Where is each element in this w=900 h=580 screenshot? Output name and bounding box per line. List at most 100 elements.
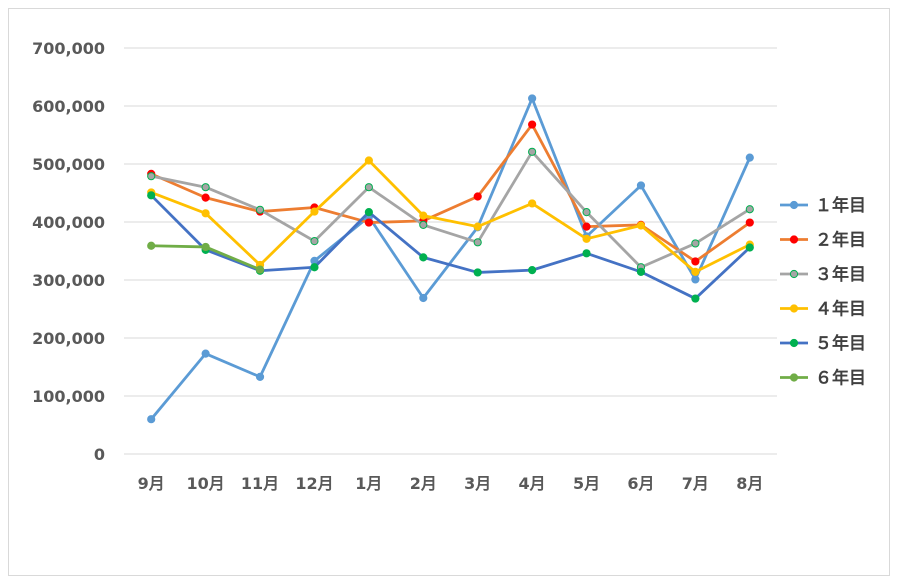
legend-label: ６年目 xyxy=(815,368,866,389)
data-point xyxy=(419,253,428,262)
data-point xyxy=(147,241,156,250)
series-line xyxy=(150,97,752,421)
x-tick-label: 11月 xyxy=(241,474,279,493)
data-point xyxy=(528,199,537,208)
data-point xyxy=(419,220,428,229)
legend-item: ３年目 xyxy=(780,264,866,285)
data-point xyxy=(473,238,482,247)
legend: １年目 ２年目 ３年目 ４年目 ５年目 ６年目 xyxy=(780,195,866,389)
legend-marker xyxy=(789,304,799,313)
data-point xyxy=(201,183,210,192)
data-point xyxy=(691,294,700,303)
y-tick-label: 300,000 xyxy=(32,271,105,290)
data-point xyxy=(147,172,156,181)
x-tick-label: 7月 xyxy=(682,474,709,493)
data-point xyxy=(582,208,591,217)
data-point xyxy=(473,192,482,201)
data-point xyxy=(582,234,591,243)
x-tick-label: 8月 xyxy=(736,474,763,493)
data-point xyxy=(636,221,646,230)
legend-label: ５年目 xyxy=(815,333,866,354)
legend-marker xyxy=(789,235,799,244)
data-point xyxy=(528,120,537,129)
data-point xyxy=(419,211,428,220)
legend-marker xyxy=(789,200,799,210)
data-point xyxy=(473,222,482,231)
data-point xyxy=(582,222,591,231)
x-tick-label: 10月 xyxy=(186,474,224,493)
data-point xyxy=(255,372,265,381)
legend-marker xyxy=(789,338,799,348)
data-point xyxy=(255,205,265,214)
data-point xyxy=(745,218,754,227)
legend-item: ６年目 xyxy=(780,368,866,389)
y-tick-label: 100,000 xyxy=(32,387,105,406)
gridlines xyxy=(124,47,777,455)
data-point xyxy=(310,263,319,272)
data-point xyxy=(745,243,754,252)
series-line xyxy=(150,150,751,269)
y-tick-label: 0 xyxy=(94,445,105,464)
series-4 xyxy=(147,156,754,276)
data-point xyxy=(201,193,210,202)
legend-label: １年目 xyxy=(815,195,866,216)
legend-item: １年目 xyxy=(780,195,866,216)
x-tick-label: 5月 xyxy=(573,474,600,493)
data-point xyxy=(310,237,319,246)
data-point xyxy=(201,242,210,252)
legend-marker xyxy=(789,269,799,279)
chart-frame xyxy=(8,8,890,576)
legend-item: ２年目 xyxy=(780,230,866,251)
data-point xyxy=(691,275,700,284)
y-tick-label: 600,000 xyxy=(32,97,105,116)
data-point xyxy=(528,147,537,156)
x-tick-label: 6月 xyxy=(627,474,654,493)
data-point xyxy=(745,205,754,214)
data-point xyxy=(636,181,646,190)
x-tick-label: 9月 xyxy=(138,474,165,493)
data-point xyxy=(528,266,537,275)
data-point xyxy=(636,267,646,276)
x-tick-label: 2月 xyxy=(410,474,437,493)
data-point xyxy=(364,208,373,217)
data-point xyxy=(691,257,700,266)
data-point xyxy=(147,191,156,200)
data-point xyxy=(201,209,210,218)
data-point xyxy=(691,267,700,276)
y-tick-label: 200,000 xyxy=(32,329,105,348)
y-tick-label: 400,000 xyxy=(32,213,105,232)
series-3 xyxy=(147,147,754,272)
y-tick-label: 500,000 xyxy=(32,155,105,174)
x-tick-label: 4月 xyxy=(519,474,546,493)
series-line xyxy=(150,123,751,263)
data-point xyxy=(473,268,482,277)
data-point xyxy=(364,218,373,227)
legend-label: ２年目 xyxy=(815,230,866,251)
x-tick-label: 12月 xyxy=(295,474,333,493)
data-point xyxy=(691,239,700,248)
legend-item: ４年目 xyxy=(780,299,866,320)
legend-item: ５年目 xyxy=(780,333,866,354)
data-point xyxy=(364,183,373,192)
y-tick-label: 700,000 xyxy=(32,39,105,58)
legend-marker xyxy=(789,373,799,382)
series-group xyxy=(147,94,754,424)
x-axis-ticks: 9月 10月 11月 12月 1月 2月 3月 4月 5月 6月 7月 8月 xyxy=(138,474,764,493)
x-tick-label: 3月 xyxy=(464,474,491,493)
data-point xyxy=(255,265,265,274)
legend-label: ３年目 xyxy=(815,264,866,285)
y-axis-ticks: 0 100,000 200,000 300,000 400,000 500,000 600,… xyxy=(32,39,105,464)
x-tick-label: 1月 xyxy=(355,474,382,493)
legend-label: ４年目 xyxy=(815,299,866,320)
data-point xyxy=(364,156,373,165)
data-point xyxy=(201,349,210,358)
data-point xyxy=(582,249,591,258)
series-6 xyxy=(147,241,265,274)
data-point xyxy=(528,94,537,103)
data-point xyxy=(419,293,428,303)
data-point xyxy=(745,153,754,162)
series-line xyxy=(150,159,751,274)
data-point xyxy=(147,415,156,424)
data-point xyxy=(310,207,319,216)
